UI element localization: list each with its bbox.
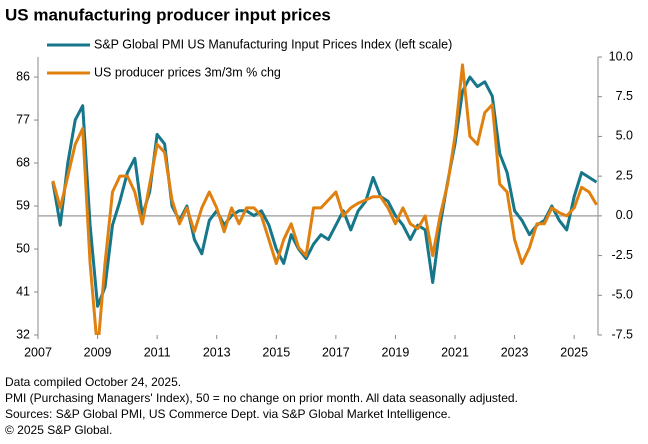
y2-tick-label: 10.0 (609, 49, 633, 63)
footnote: Data compiled October 24, 2025. (5, 375, 181, 389)
y2-tick-label: 2.5 (616, 168, 633, 182)
y-tick-label: 50 (16, 241, 30, 255)
y2-tick-label: 5.0 (616, 129, 633, 143)
y-tick-label: 77 (16, 112, 30, 126)
x-tick-label: 2015 (262, 345, 290, 359)
footnote: © 2025 S&P Global. (5, 423, 112, 437)
y-tick-label: 41 (16, 284, 30, 298)
y2-tick-label: -5.0 (611, 288, 633, 302)
x-tick-label: 2021 (441, 345, 469, 359)
y-tick-label: 59 (16, 198, 30, 212)
y2-tick-label: -2.5 (611, 248, 633, 262)
x-tick-label: 2011 (144, 345, 171, 359)
x-tick-label: 2025 (560, 345, 588, 359)
x-tick-label: 2017 (322, 345, 350, 359)
x-tick-label: 2023 (501, 345, 529, 359)
y2-tick-label: 7.5 (616, 89, 633, 103)
legend-label: US producer prices 3m/3m % chg (94, 65, 281, 79)
x-tick-label: 2013 (203, 345, 231, 359)
series-line (51, 63, 598, 335)
chart-title: US manufacturing producer input prices (5, 5, 331, 24)
footnote: Sources: S&P Global PMI, US Commerce Dep… (5, 407, 451, 421)
x-tick-label: 2019 (382, 345, 410, 359)
legend-label: S&P Global PMI US Manufacturing Input Pr… (94, 37, 452, 51)
y-tick-label: 68 (16, 155, 30, 169)
y2-tick-label: 0.0 (616, 208, 633, 222)
footnote: PMI (Purchasing Managers' Index), 50 = n… (5, 391, 518, 405)
y-tick-label: 86 (16, 69, 30, 83)
y2-tick-label: -7.5 (611, 327, 633, 341)
y-tick-label: 32 (16, 327, 30, 341)
x-tick-label: 2007 (24, 345, 52, 359)
x-tick-label: 2009 (84, 345, 112, 359)
